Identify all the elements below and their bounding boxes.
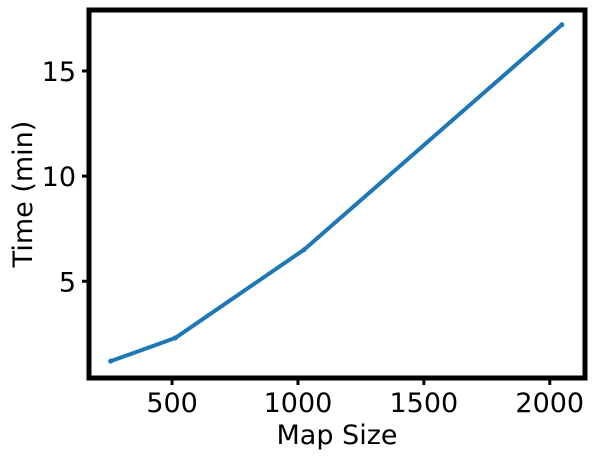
data-point: [108, 358, 114, 364]
x-tick-label: 1000: [264, 388, 333, 419]
axis-ticks: 500 1000 1500 2000 5 10 15: [42, 57, 584, 419]
plot-area: [108, 22, 565, 364]
y-tick-label: 15: [42, 57, 76, 88]
x-tick-label: 500: [146, 388, 198, 419]
y-tick-label: 5: [59, 267, 76, 298]
data-point: [301, 247, 307, 253]
x-tick-label: 1500: [390, 388, 459, 419]
x-axis-label: Map Size: [277, 420, 398, 451]
data-point: [172, 335, 178, 341]
y-axis-label: Time (min): [8, 121, 39, 269]
series-line-0: [108, 22, 564, 364]
y-tick-label: 10: [42, 162, 76, 193]
plot-frame: [86, 7, 588, 381]
data-point: [559, 22, 565, 28]
x-tick-label: 2000: [515, 388, 584, 419]
